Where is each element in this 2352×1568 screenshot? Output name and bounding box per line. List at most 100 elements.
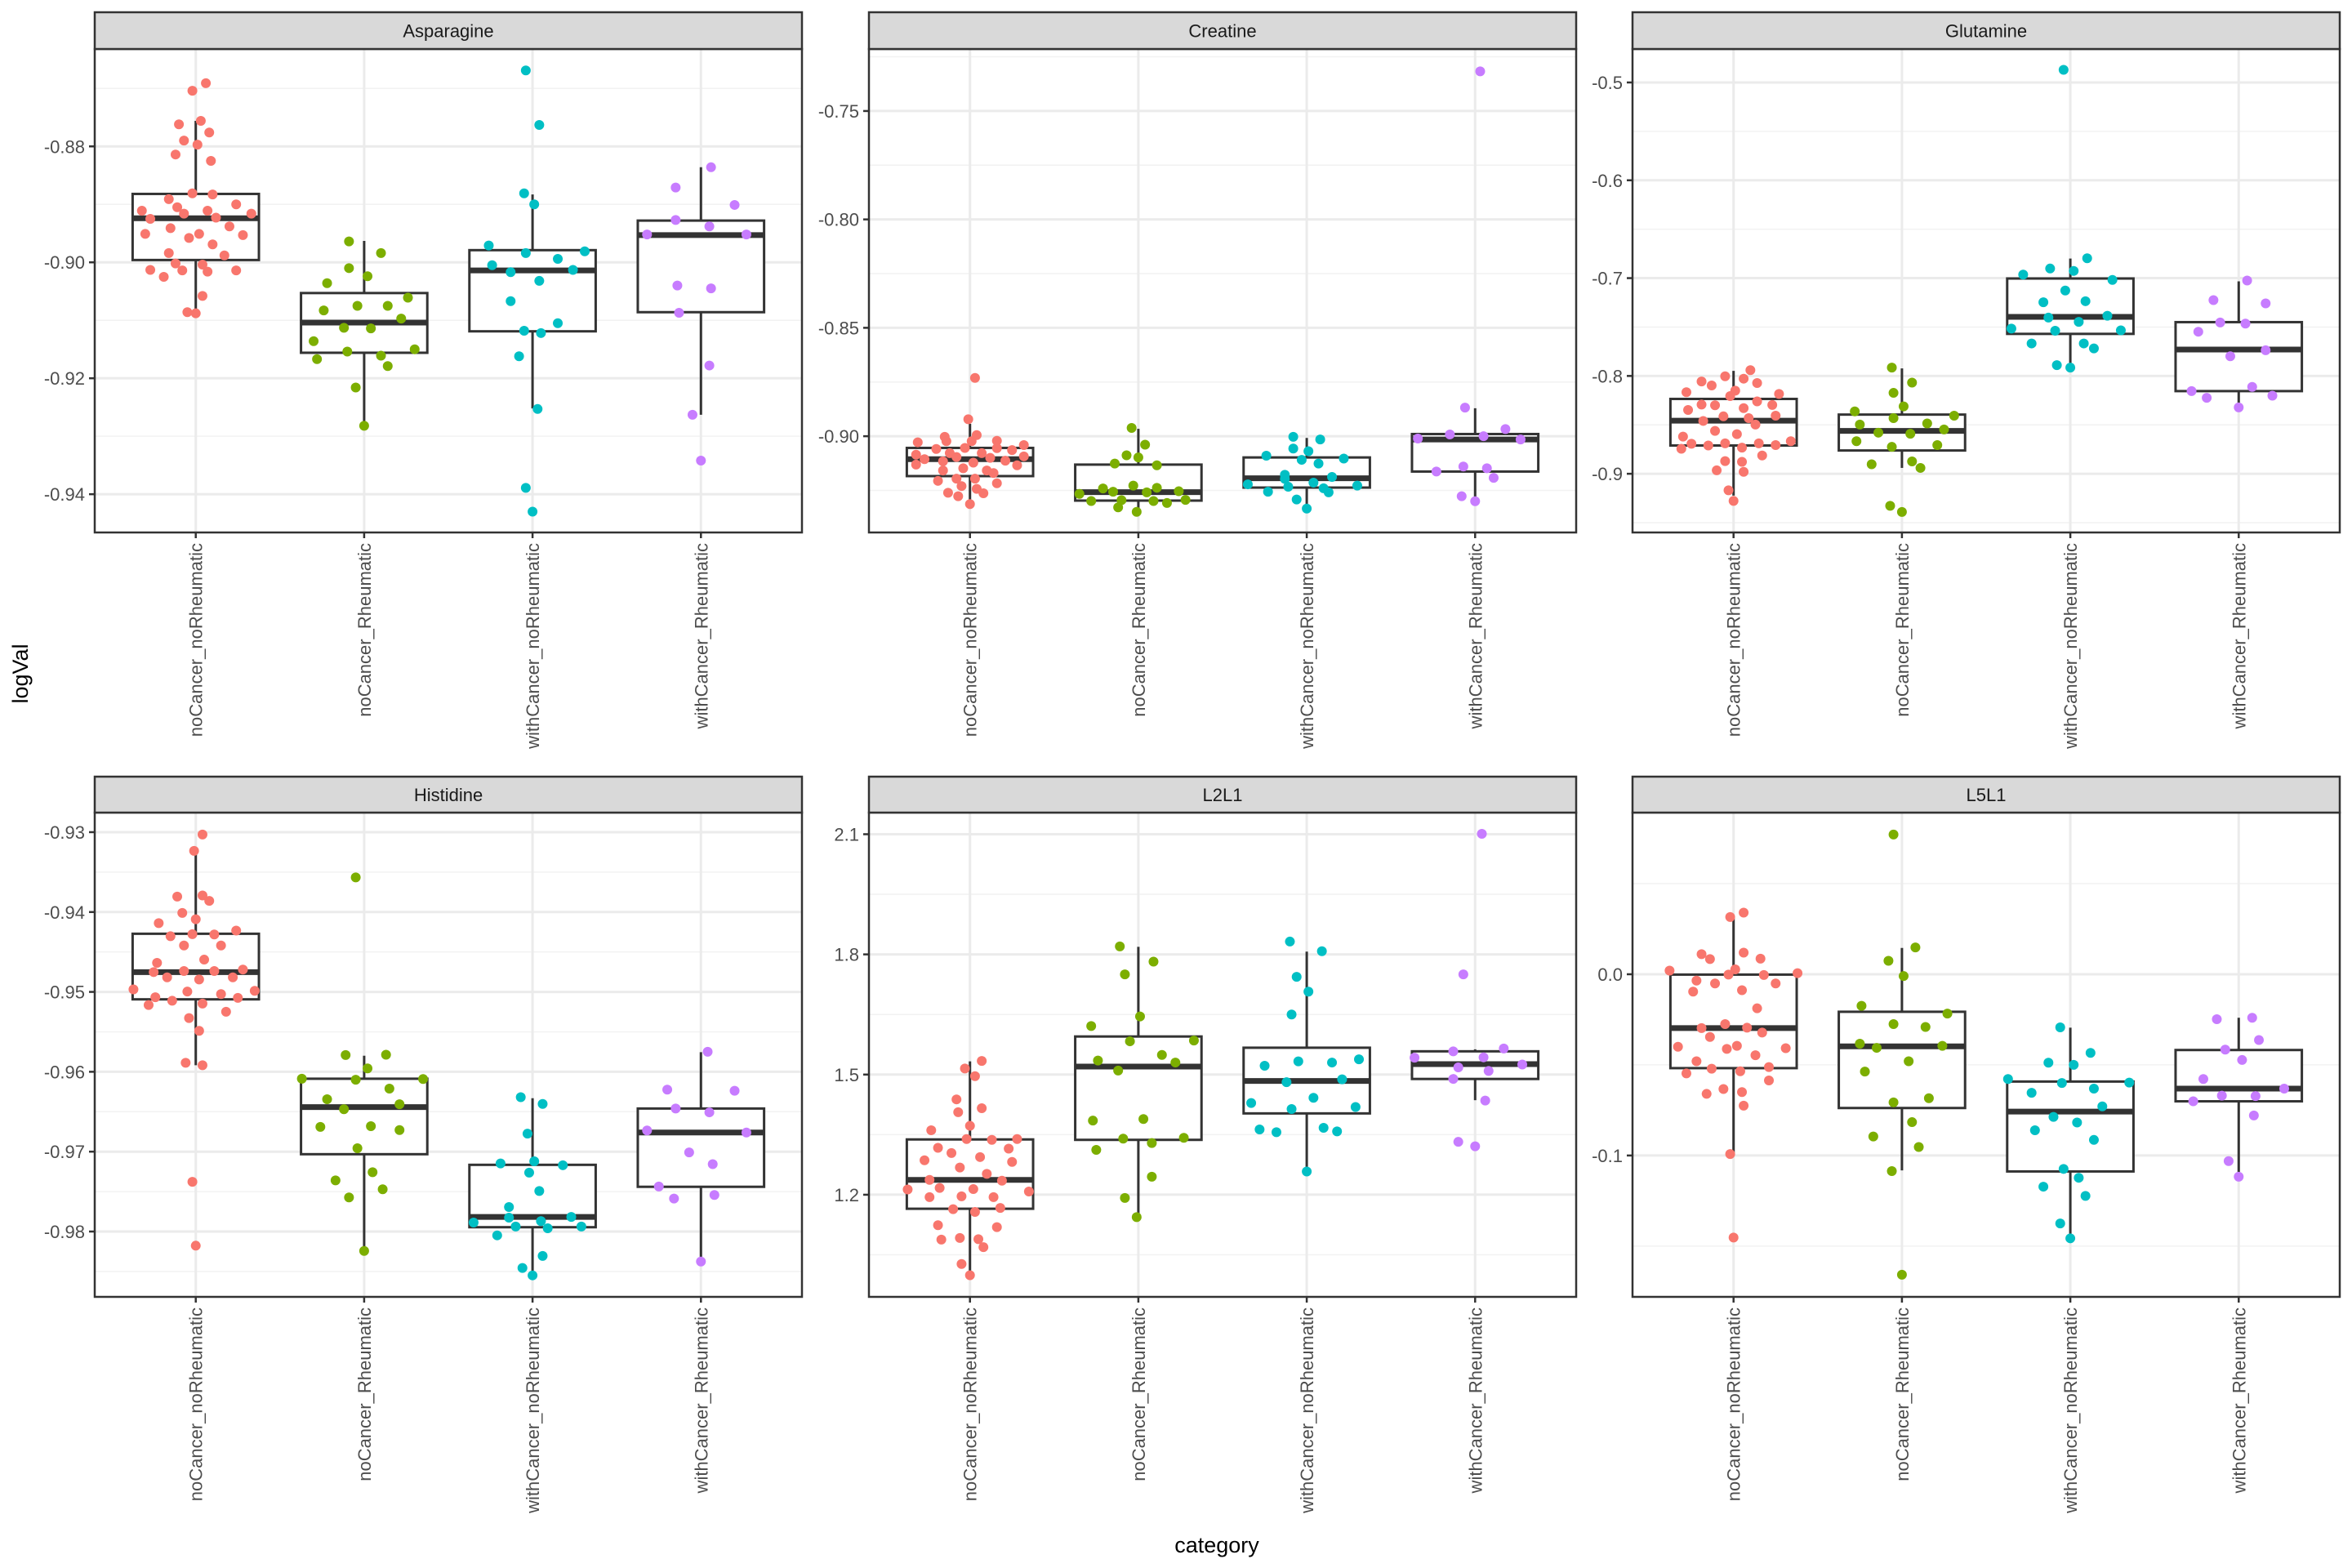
facet-strip bbox=[93, 11, 804, 51]
box-group-withCancer_Rheumatic bbox=[2174, 275, 2304, 412]
data-point bbox=[991, 435, 1002, 446]
data-point bbox=[339, 1104, 350, 1115]
data-point bbox=[1910, 942, 1921, 953]
data-point bbox=[1758, 969, 1769, 980]
data-point bbox=[2018, 270, 2029, 280]
data-point bbox=[1018, 451, 1029, 461]
data-point bbox=[534, 119, 545, 130]
x-tick-label: withCancer_Rheumatic bbox=[2229, 543, 2249, 729]
box-group-noCancer_noRheumatic bbox=[902, 1056, 1035, 1281]
data-point bbox=[706, 162, 716, 172]
data-point bbox=[911, 449, 921, 460]
data-point bbox=[1475, 66, 1486, 77]
data-point bbox=[184, 233, 194, 243]
data-point bbox=[1886, 1165, 1897, 1176]
data-point bbox=[536, 327, 546, 338]
data-point bbox=[506, 296, 516, 306]
data-point bbox=[956, 1191, 967, 1201]
data-point bbox=[233, 992, 243, 1003]
data-point bbox=[996, 1175, 1007, 1186]
data-point bbox=[991, 443, 1002, 453]
data-point bbox=[1499, 1043, 1509, 1054]
data-point bbox=[2045, 263, 2056, 274]
data-point bbox=[1696, 949, 1707, 960]
data-point bbox=[483, 240, 494, 251]
data-point bbox=[197, 1060, 207, 1071]
x-tick-label: withCancer_noRheumatic bbox=[2060, 1307, 2081, 1514]
data-point bbox=[669, 1193, 679, 1204]
data-point bbox=[187, 1177, 198, 1187]
data-point bbox=[670, 215, 681, 225]
data-point bbox=[177, 265, 188, 276]
data-point bbox=[1350, 1102, 1361, 1112]
y-tick-label: -0.75 bbox=[818, 101, 859, 122]
y-tick-label: -0.97 bbox=[44, 1142, 85, 1162]
data-point bbox=[1147, 1138, 1157, 1148]
data-point bbox=[384, 1084, 394, 1094]
data-point bbox=[924, 1192, 935, 1202]
data-point bbox=[172, 891, 183, 902]
data-point bbox=[642, 229, 653, 240]
x-tick-label: withCancer_noRheumatic bbox=[1297, 543, 1317, 750]
data-point bbox=[1254, 1124, 1265, 1134]
data-point bbox=[1120, 969, 1130, 980]
facet-panel-creatine: Creatine -0.90 -0.85 -0.80 -0.75 noCancer_noR… bbox=[818, 11, 1578, 750]
data-point bbox=[1339, 453, 1349, 464]
data-point bbox=[1354, 1054, 1365, 1065]
data-point bbox=[1750, 1050, 1761, 1061]
data-point bbox=[1873, 427, 1884, 438]
data-point bbox=[1296, 455, 1307, 466]
data-point bbox=[1718, 411, 1729, 421]
data-point bbox=[978, 488, 989, 498]
data-point bbox=[1739, 1100, 1749, 1111]
data-point bbox=[2060, 285, 2070, 296]
box-group-noCancer_noRheumatic bbox=[128, 829, 261, 1251]
data-point bbox=[1286, 1009, 1297, 1020]
x-tick-label: withCancer_Rheumatic bbox=[2229, 1307, 2249, 1494]
data-point bbox=[2193, 327, 2203, 337]
box-iqr bbox=[2006, 1080, 2135, 1173]
data-point bbox=[1739, 403, 1749, 413]
data-point bbox=[517, 1263, 528, 1273]
data-point bbox=[1706, 1063, 1717, 1074]
data-point bbox=[1688, 987, 1699, 997]
data-point bbox=[350, 872, 361, 883]
data-point bbox=[2247, 381, 2257, 392]
data-point bbox=[504, 1212, 514, 1223]
data-point bbox=[2038, 1182, 2049, 1192]
data-point bbox=[920, 1155, 930, 1165]
data-point bbox=[1086, 1021, 1097, 1031]
data-point bbox=[2267, 390, 2278, 401]
data-point bbox=[2240, 318, 2251, 329]
data-point bbox=[1745, 365, 1756, 376]
data-point bbox=[224, 221, 234, 232]
data-point bbox=[2186, 385, 2197, 396]
data-point bbox=[1515, 434, 1526, 445]
data-point bbox=[2026, 338, 2037, 349]
data-point bbox=[1850, 406, 1860, 416]
data-point bbox=[1866, 459, 1877, 470]
data-point bbox=[238, 964, 248, 975]
facet-panel-l2l1: L2L1 1.2 1.5 1.8 2.1 noCancer_noRheumatic noCa… bbox=[834, 775, 1578, 1514]
box-iqr bbox=[300, 1077, 429, 1156]
data-point bbox=[179, 940, 189, 951]
data-point bbox=[2216, 1090, 2227, 1101]
data-point bbox=[2188, 1096, 2198, 1107]
y-axis-title: logVal bbox=[8, 644, 33, 703]
data-point bbox=[1676, 443, 1686, 454]
data-point bbox=[394, 1125, 405, 1135]
data-point bbox=[2002, 1074, 2013, 1085]
data-point bbox=[1259, 1060, 1270, 1071]
data-point bbox=[1445, 430, 1455, 440]
data-point bbox=[2220, 1045, 2230, 1055]
data-point bbox=[2254, 1035, 2265, 1045]
data-point bbox=[2115, 325, 2126, 336]
data-point bbox=[1681, 387, 1691, 398]
data-point bbox=[519, 188, 529, 198]
data-point bbox=[936, 1234, 947, 1245]
data-point bbox=[553, 253, 564, 264]
data-point bbox=[206, 155, 216, 166]
data-point bbox=[2051, 360, 2062, 371]
data-point bbox=[1686, 439, 1697, 449]
data-point bbox=[2107, 274, 2118, 285]
